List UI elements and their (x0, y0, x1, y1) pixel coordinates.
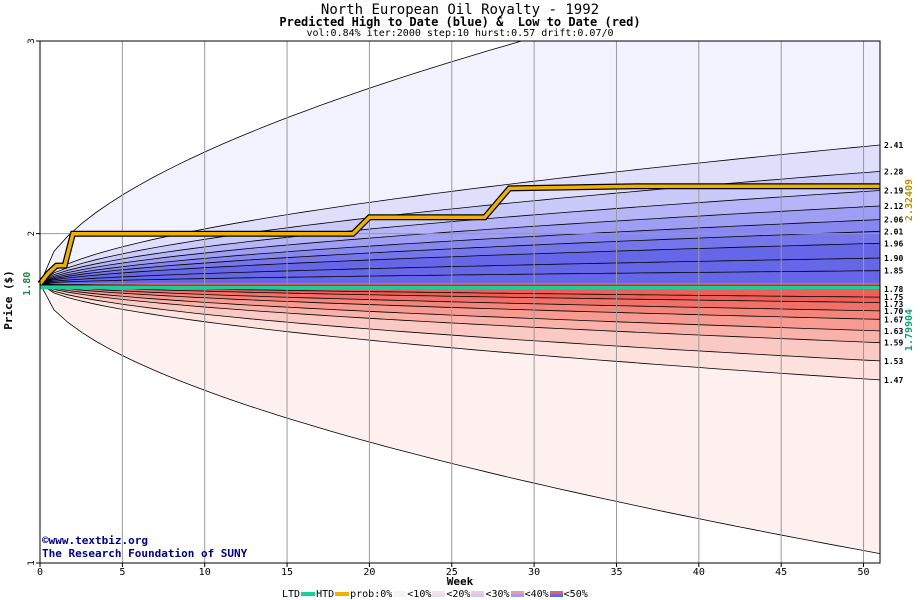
end-label-high: 1.96 (884, 239, 903, 248)
legend-ltd-label: LTD (282, 588, 301, 600)
low-band (40, 283, 880, 320)
high-quantile-line (40, 190, 880, 285)
legend-htd-label: HTD (316, 588, 335, 600)
end-label-low: 1.47 (884, 376, 903, 385)
legend-swatch-50 (549, 591, 563, 597)
high-band (40, 206, 880, 284)
x-tick-label: 35 (610, 567, 622, 578)
end-label-low: 1.70 (884, 307, 903, 316)
high-band (40, 171, 880, 284)
high-quantile-line (40, 171, 880, 285)
chart-subtitle: Predicted High to Date (blue) & Low to D… (279, 15, 641, 29)
high-band (40, 41, 880, 284)
y-tick-label: 3 (27, 38, 37, 43)
low-band (40, 283, 880, 331)
low-band (40, 283, 880, 380)
y-tick-label: 2 (27, 231, 37, 236)
htd-value-label: 2.32409 (904, 179, 915, 221)
legend-ltd-swatch (301, 592, 316, 596)
end-label-low: 1.67 (884, 315, 903, 324)
low-quantile-line (40, 283, 880, 381)
x-tick-label: 30 (528, 567, 540, 578)
low-quantile-line (40, 283, 880, 320)
legend-lt50-label: <50% (563, 588, 588, 600)
legend-htd-swatch (335, 592, 350, 596)
end-label-high: 2.28 (884, 167, 903, 176)
start-price-label: 1.80 (22, 272, 33, 296)
high-band (40, 219, 880, 284)
end-label-high: 2.06 (884, 216, 903, 225)
end-label-high: 2.41 (884, 141, 903, 150)
y-axis-label: Price ($) (2, 270, 15, 330)
end-label-high: 2.01 (884, 227, 903, 236)
low-quantile-line (40, 283, 880, 312)
chart-parameters: vol:0.84% iter:2000 step:10 hurst:0.57 d… (306, 28, 614, 39)
x-tick-label: 20 (363, 567, 375, 578)
end-label-high: 2.19 (884, 187, 903, 196)
high-quantile-line (40, 230, 880, 285)
low-quantile-line (40, 283, 880, 303)
x-tick-label: 50 (858, 567, 870, 578)
low-band (40, 283, 880, 361)
high-quantile-line (40, 219, 880, 285)
credit-website: ©www.textbiz.org (42, 534, 148, 547)
legend-swatch-20 (432, 591, 446, 597)
low-band (40, 283, 880, 554)
htd-line (38, 184, 880, 285)
end-label-low: 1.75 (884, 293, 903, 302)
low-quantile-line (40, 283, 880, 344)
end-label-high: 1.90 (884, 254, 903, 263)
x-tick-label: 5 (119, 567, 125, 578)
high-quantile-line (40, 257, 880, 285)
low-quantile-line (40, 283, 880, 362)
high-band (40, 258, 880, 284)
x-axis-label: Week (447, 575, 474, 588)
high-quantile-line (40, 41, 524, 284)
low-band (40, 283, 880, 343)
x-tick-label: 10 (199, 567, 211, 578)
legend-swatch-30 (471, 591, 485, 597)
end-label-low: 1.53 (884, 357, 903, 366)
end-label-low: 1.63 (884, 327, 903, 336)
high-band (40, 243, 880, 284)
end-label-high: 2.12 (884, 202, 903, 211)
plot-layer: 0 5 10 15 20 25 30 35 40 45 50 1 2 3 Week Price ($) 1.80… (2, 38, 915, 588)
x-tick-label: 40 (693, 567, 705, 578)
low-band (40, 283, 880, 311)
x-tick-label: 45 (775, 567, 787, 578)
ltd-value-label: 1.79904 (904, 309, 915, 351)
high-quantile-line (40, 270, 880, 285)
credit-organization: The Research Foundation of SUNY (42, 547, 248, 560)
high-quantile-line (40, 205, 880, 285)
high-band (40, 270, 880, 284)
end-label-low: 1.59 (884, 339, 903, 348)
end-label-high: 1.85 (884, 267, 903, 276)
high-band (40, 190, 880, 284)
legend-lt10-label: <10% (407, 588, 432, 600)
x-tick-label: 25 (446, 567, 458, 578)
high-quantile-line (40, 242, 880, 285)
y-tick-label: 1 (27, 560, 37, 565)
low-band (40, 283, 880, 303)
legend-swatch-10 (393, 591, 407, 597)
legend-lt20-label: <20% (446, 588, 471, 600)
high-band (40, 231, 880, 284)
legend-swatch-40 (510, 591, 524, 597)
low-quantile-line (40, 283, 880, 332)
legend: LTD HTD prob:0% <10% <20% <30% <40% <50% (282, 588, 588, 600)
legend-lt40-label: <40% (524, 588, 549, 600)
legend-prob-label: prob:0% (350, 588, 393, 600)
plot-frame (39, 40, 881, 564)
high-band (40, 145, 880, 284)
end-label-low: 1.78 (884, 285, 903, 294)
x-tick-label: 15 (281, 567, 293, 578)
x-tick-label: 0 (37, 567, 43, 578)
chart-title: North European Oil Royalty - 1992 (320, 2, 600, 18)
end-label-low: 1.73 (884, 300, 903, 309)
bands-layer (40, 41, 880, 554)
low-quantile-line (40, 283, 880, 554)
legend-lt30-label: <30% (485, 588, 510, 600)
